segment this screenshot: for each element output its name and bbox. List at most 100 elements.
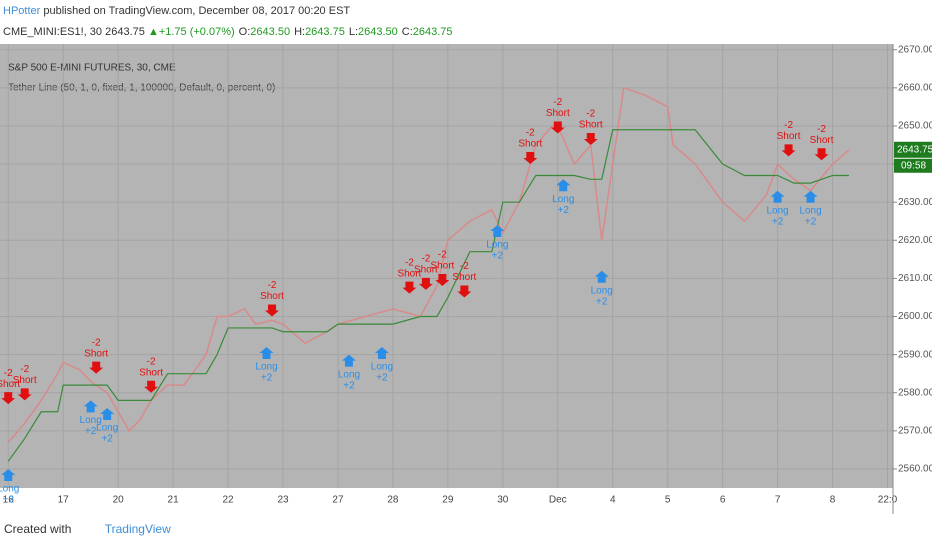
symbol: CME_MINI:ES1!, 30 [3,26,103,38]
signal-qty: -2 [526,128,535,139]
signal-qty: -2 [438,250,447,261]
x-tick-label: 23 [277,495,289,506]
signal-text: Short [13,375,37,386]
signal-arrow [770,190,785,203]
signal-text: Short [414,264,438,275]
signal-arrow [435,274,450,287]
signal-arrow [144,380,159,393]
x-tick-label: 4 [610,495,616,506]
x-tick-label: 5 [665,495,671,506]
signal-text: Long [552,194,574,205]
time-marker-label: 09:58 [901,160,926,171]
signal-arrow [490,225,505,238]
signal-qty: -2 [784,120,793,131]
y-tick-label: 2570.00 [898,425,932,436]
signal-arrow [583,132,598,145]
signal-arrow [457,285,472,298]
axis-bg [893,44,932,514]
signal-arrow [550,121,565,134]
change-value: +1.75 (+0.07%) [158,26,235,38]
signal-qty: -2 [817,124,826,135]
signal-qty: -2 [268,280,277,291]
signal-qty: -2 [92,337,101,348]
signal-qty: -2 [421,253,430,264]
published: published on TradingView.com, December 0… [43,5,351,17]
ohlc-value: 2643.75 [412,26,453,38]
signal-text: Short [260,291,284,302]
signal-text: Long [96,423,118,434]
y-tick-label: 2630.00 [898,197,932,208]
ohlc-key: C: [401,26,413,38]
signal-text: Short [84,348,108,359]
signal-arrow [265,304,280,317]
y-tick-label: 2620.00 [898,235,932,246]
signal-text: Short [579,120,603,131]
signal-text: Short [546,108,570,119]
time-marker [894,158,932,173]
signal-qty: +2 [3,495,15,506]
signal-qty: +2 [85,426,97,437]
x-tick-label: 30 [497,495,509,506]
signal-qty: -2 [405,257,414,268]
ohlc-value: 2643.50 [358,26,398,38]
brand[interactable]: TradingView [104,522,171,536]
signal-arrow [781,144,796,157]
x-tick-label: 8 [830,495,836,506]
series-line [7,129,850,462]
x-tick-label: 27 [332,495,344,506]
last: 2643.75 [105,26,145,38]
y-tick-label: 2670.00 [898,44,932,55]
signal-text: Short [452,272,476,283]
chart-title: S&P 500 E-MINI FUTURES, 30, CME [8,63,176,74]
signal-arrow [814,148,829,161]
x-tick-label: 16 [3,495,15,506]
signal-arrow [89,361,104,374]
signal-qty: +2 [376,373,388,384]
author[interactable]: HPotter [3,5,41,17]
x-axis-bg [0,488,893,514]
signal-text: Short [397,268,421,279]
signal-text: Long [338,369,360,380]
signal-arrow [259,346,274,359]
signal-arrow [17,388,32,401]
signal-arrow [1,468,16,481]
signal-qty: -2 [147,356,156,367]
signal-arrow [418,277,433,290]
signal-arrow [100,407,115,420]
signal-text: Long [766,205,788,216]
signal-text: Long [591,285,613,296]
signal-qty: -2 [553,97,562,108]
signal-qty: +2 [101,434,113,445]
signal-text: Short [777,131,801,142]
signal-arrow [523,152,538,165]
y-tick-label: 2660.00 [898,82,932,93]
signal-qty: -2 [20,364,29,375]
x-tick-label: 29 [442,495,454,506]
signal-qty: -2 [586,109,595,120]
signal-text: Long [80,415,102,426]
chart: S&P 500 E-MINI FUTURES, 30, CME Tether L… [0,44,932,514]
x-tick-label: 17 [58,495,70,506]
signal-qty: +2 [596,296,608,307]
price-marker [894,141,932,158]
ohlc-key: L: [348,26,359,38]
x-tick-label: 28 [387,495,399,506]
signal-text: Short [518,139,542,150]
signal-arrow [374,346,389,359]
ohlc-key: H: [294,26,306,38]
signal-qty: +2 [492,251,504,262]
change: ▲+1.75 (+0.07%) [147,26,235,38]
signal-arrow [594,270,609,283]
price-marker-label: 2643.75 [897,144,932,155]
ohlc-value: 2643.75 [305,26,345,38]
signal-arrow [402,281,417,294]
plot-bg [0,44,893,488]
x-tick-label: 22 [222,495,234,506]
signal-qty: -2 [460,261,469,272]
y-tick-label: 2610.00 [898,273,932,284]
publish-line: HPotter published on TradingView.com, De… [3,5,350,17]
x-tick-label: 6 [720,495,726,506]
signal-text: Long [799,205,821,216]
signal-qty: -2 [4,368,13,379]
